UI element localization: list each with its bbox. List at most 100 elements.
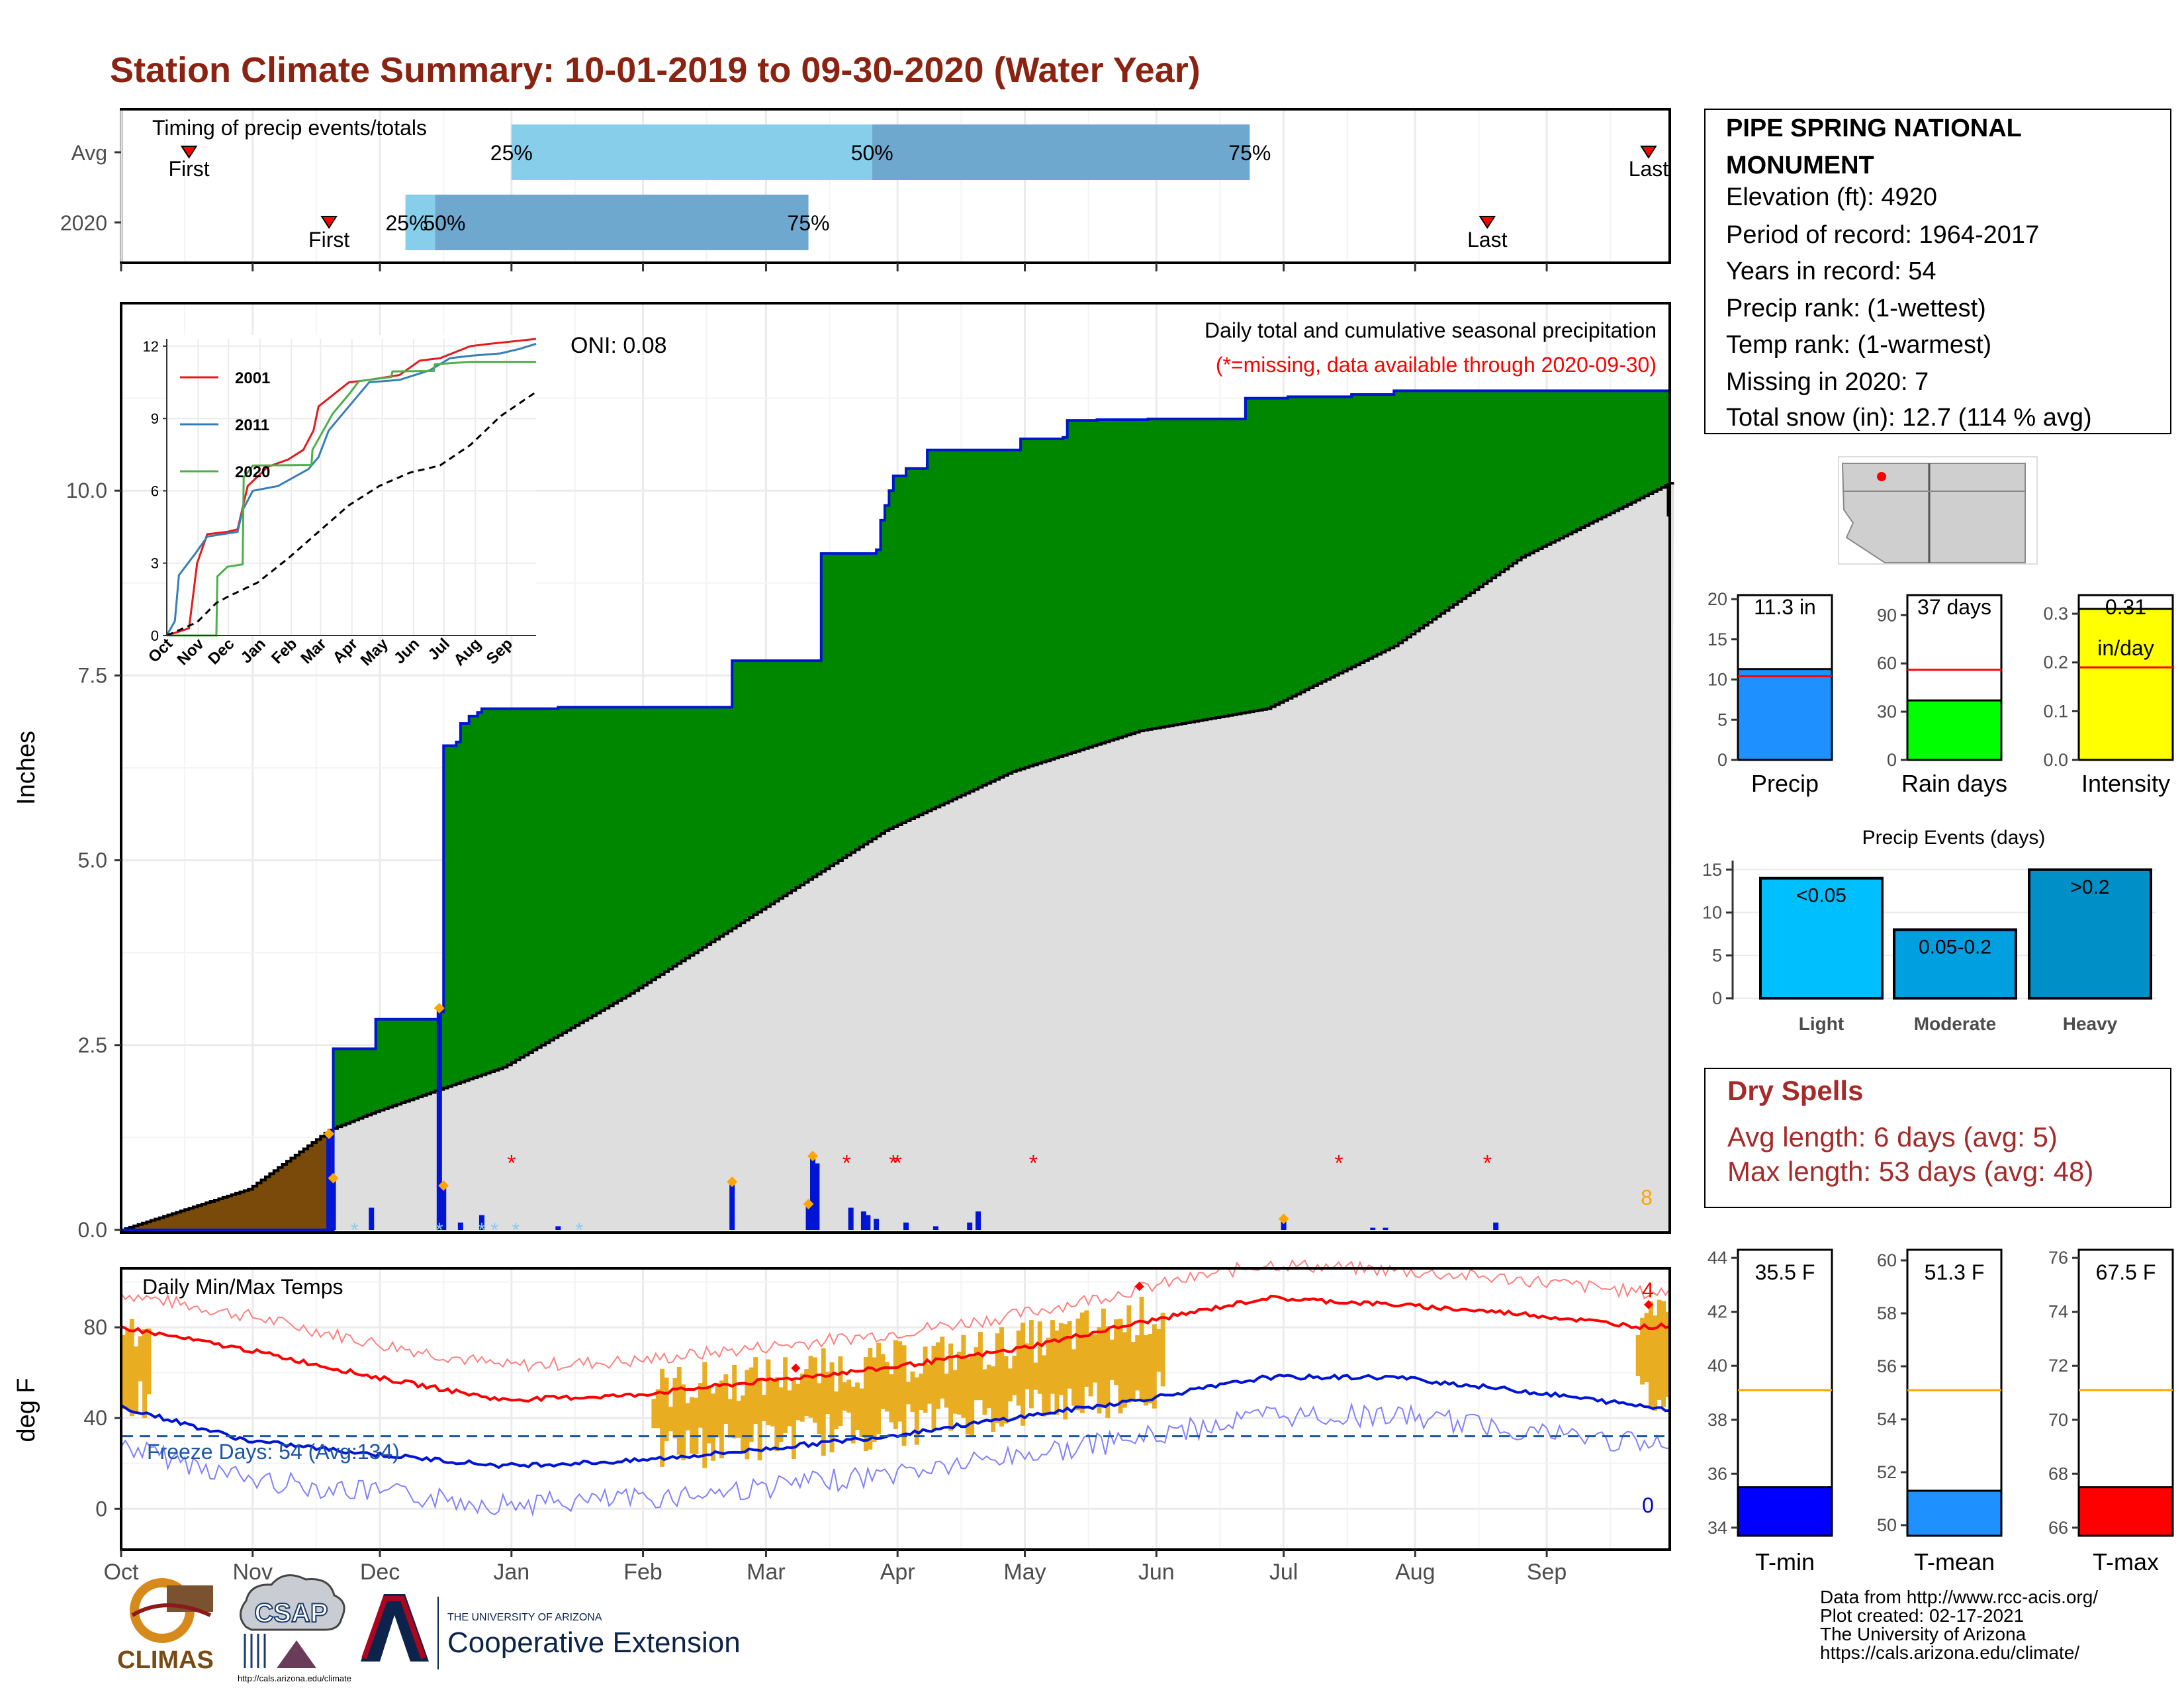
daily-temp-bar	[711, 1393, 716, 1461]
daily-temp-bar	[1152, 1324, 1157, 1409]
daily-temp-bar	[868, 1348, 873, 1450]
footer-line-3: The University of Arizona	[1820, 1624, 2026, 1644]
record-marker	[1134, 1282, 1144, 1291]
temp-value: 67.5 F	[2096, 1260, 2156, 1284]
daily-temp-bar	[880, 1354, 886, 1409]
daily-precip-bar	[976, 1211, 981, 1230]
summary-tick-label: 0.3	[2043, 604, 2068, 624]
daily-temp-bar	[1058, 1323, 1064, 1395]
temp-bar-tick-label: 50	[1877, 1515, 1897, 1535]
temp-bar-tick-label: 58	[1877, 1303, 1897, 1323]
daily-temp-bar	[672, 1378, 678, 1438]
daily-temp-bar	[1050, 1320, 1055, 1394]
snow-diamond-marker	[438, 1180, 449, 1191]
snow-diamond-marker	[807, 1150, 818, 1162]
month-label: Jan	[493, 1560, 529, 1585]
daily-temp-bar	[796, 1383, 801, 1421]
csap-url: http://cals.arizona.edu/climate	[238, 1673, 351, 1683]
temperature-bars: 35.5 F T-min 34 36 38 40 42 44 51.3 F T-mean 50 52 5…	[1707, 1248, 2174, 1575]
summary-bar-Rain days	[1906, 699, 2003, 761]
inset-legend-label: 2011	[235, 416, 269, 434]
station-snow: Total snow (in): 12.7 (114 % avg)	[1726, 404, 2092, 432]
daily-temp-bar	[125, 1329, 130, 1410]
dry-spells-title: Dry Spells	[1727, 1075, 1863, 1106]
daily-temp-bar	[961, 1335, 966, 1418]
daily-temp-bar	[1075, 1318, 1081, 1411]
daily-temp-bar	[706, 1386, 711, 1444]
temp-bar-tick-label: 52	[1877, 1462, 1897, 1482]
timing-marker-triangle	[1479, 216, 1496, 229]
daily-temp-bar	[1126, 1305, 1132, 1403]
page-title: Station Climate Summary: 10-01-2019 to 0…	[110, 50, 1201, 90]
daily-precip-bar	[903, 1222, 909, 1230]
snow-day-marker: *	[576, 1219, 584, 1241]
summary-label: Intensity	[2081, 770, 2170, 797]
daily-precip-bar	[478, 1215, 484, 1230]
oni-label: ONI: 0.08	[570, 333, 667, 358]
daily-temp-bar	[690, 1397, 694, 1454]
daily-temp-bar	[1101, 1308, 1106, 1409]
temp-label: T-min	[1755, 1548, 1815, 1575]
avg-tmin-line	[120, 1373, 1670, 1470]
temp-bar-tick-label: 76	[2048, 1248, 2068, 1268]
summary-tick-label: 0.1	[2043, 701, 2068, 721]
summary-tick-label: 0	[1887, 750, 1897, 770]
snow-diamond-marker	[727, 1176, 738, 1188]
daily-precip-bar	[1281, 1219, 1287, 1230]
timing-marker-triangle	[1640, 146, 1657, 159]
summary-label: Rain days	[1901, 770, 2007, 797]
events-tick-label: 0	[1712, 988, 1722, 1008]
daily-temp-bar	[893, 1340, 898, 1430]
summary-tick-label: 5	[1717, 710, 1727, 729]
summary-tick-label: 0	[1717, 750, 1727, 770]
daily-temp-bar	[986, 1364, 991, 1409]
timing-avg-first: First	[168, 157, 209, 181]
inset-legend-label: 2001	[235, 369, 270, 387]
daily-precip-bar	[809, 1156, 815, 1230]
temp-ylabel: deg F	[13, 1378, 40, 1442]
timing-2020-50: 50%	[423, 211, 465, 235]
month-label: Feb	[623, 1560, 662, 1585]
temp-frame-T-mean	[1906, 1248, 2003, 1537]
daily-temp-bar	[884, 1362, 889, 1412]
daily-temp-bar	[982, 1369, 987, 1415]
daily-temp-bar	[863, 1356, 868, 1452]
snow-diamond-marker	[803, 1198, 814, 1209]
daily-precip-bar	[555, 1226, 561, 1230]
summary-tick-label: 0.2	[2043, 653, 2068, 673]
daily-temp-bar	[859, 1388, 864, 1437]
daily-precip-bar	[1493, 1222, 1499, 1230]
daily-temp-bar	[676, 1367, 682, 1455]
daily-temp-bar	[842, 1382, 847, 1411]
daily-temp-bar	[999, 1327, 1004, 1427]
daily-temp-bar	[906, 1382, 911, 1405]
daily-temp-bar	[808, 1356, 813, 1418]
snow-day-marker: *	[512, 1219, 520, 1241]
daily-temp-bar	[948, 1343, 954, 1431]
daily-temp-bar	[1028, 1320, 1034, 1409]
snow-day-marker: *	[478, 1219, 486, 1241]
daily-temp-bar	[1063, 1324, 1068, 1420]
record-marker	[791, 1363, 801, 1373]
snow-day-marker: *	[435, 1219, 443, 1241]
daily-temp-bar	[698, 1383, 703, 1428]
temp-bar-tick-label: 74	[2048, 1302, 2068, 1322]
event-bar-label: Light	[1799, 1013, 1844, 1034]
daily-temp-bar	[1003, 1356, 1009, 1424]
station-temp-rank: Temp rank: (1-warmest)	[1726, 331, 1991, 359]
daily-temp-bar	[694, 1397, 699, 1454]
month-label: Jun	[1138, 1560, 1175, 1585]
daily-temp-bar	[138, 1336, 143, 1382]
daily-precip-bar	[848, 1207, 854, 1230]
month-label: Mar	[747, 1560, 786, 1585]
snow-diamond-marker	[324, 1128, 335, 1139]
daily-temp-bar	[914, 1377, 919, 1445]
daily-precip-bar	[457, 1222, 463, 1230]
daily-temp-bar	[1007, 1368, 1013, 1402]
station-name-1: PIPE SPRING NATIONAL	[1726, 115, 2022, 142]
daily-temp-bar	[1114, 1319, 1119, 1385]
precip-ylabel: Inches	[13, 731, 40, 805]
daily-temp-bar	[974, 1347, 979, 1401]
daily-temp-bar	[927, 1364, 932, 1404]
inset-y-tick-label: 3	[151, 555, 159, 572]
